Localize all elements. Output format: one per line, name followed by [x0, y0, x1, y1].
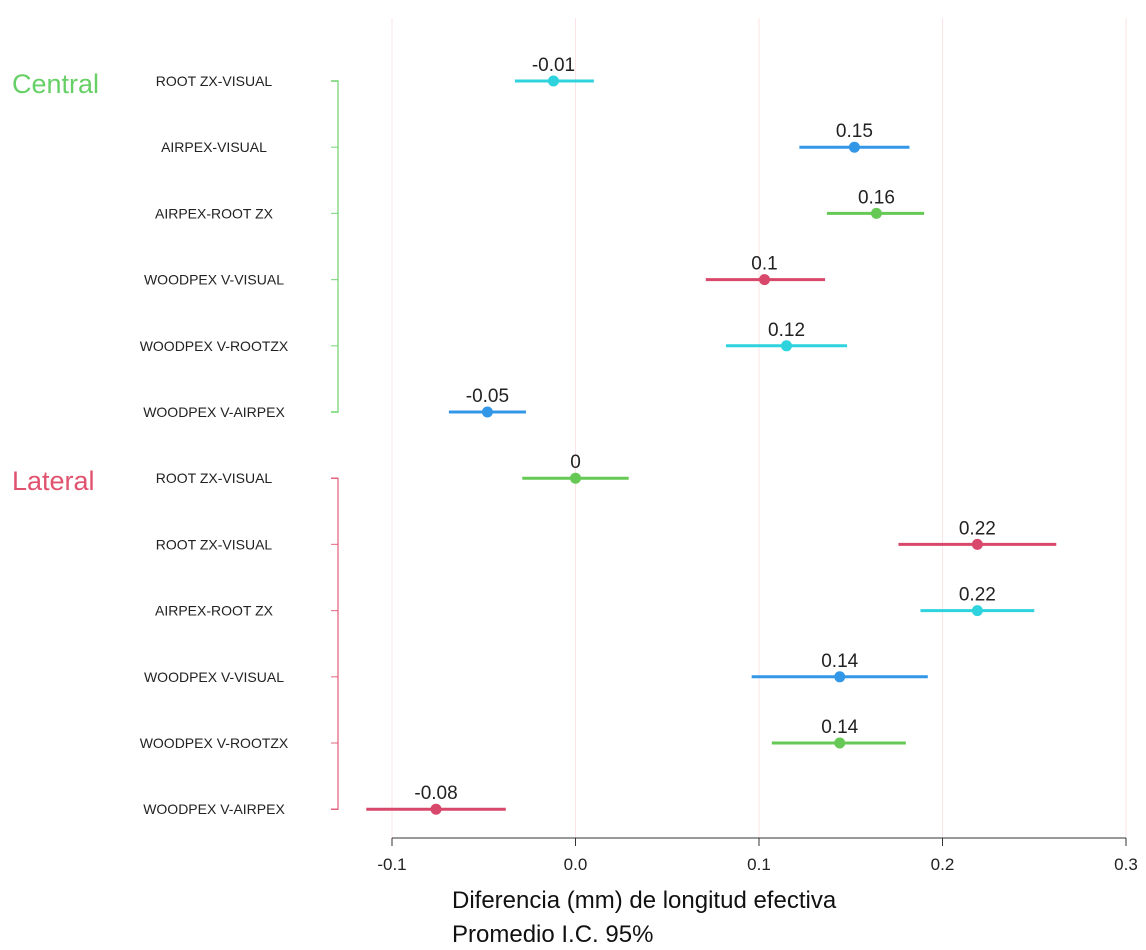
value-label: 0.1	[751, 254, 777, 275]
group-bracket	[331, 477, 339, 810]
estimate-point	[834, 737, 846, 749]
row-label: WOODPEX V-ROOTZX	[140, 338, 289, 354]
value-label: 0.15	[836, 121, 873, 142]
group-label: Central	[12, 69, 99, 99]
value-label: 0	[570, 452, 581, 473]
estimate-point	[570, 472, 581, 484]
x-tick-label: -0.1	[377, 855, 406, 874]
x-tick-label: 0.1	[747, 855, 771, 874]
x-tick-label: 0.2	[931, 855, 955, 874]
value-label: 0.12	[768, 320, 805, 341]
value-label: 0.22	[959, 585, 996, 606]
estimate-point	[834, 671, 846, 683]
estimate-point	[547, 75, 559, 87]
value-label: 0.22	[959, 518, 996, 539]
estimate-point	[430, 803, 442, 815]
value-label: 0.14	[821, 651, 858, 672]
row-label: WOODPEX V-VISUAL	[144, 669, 284, 685]
row-label: WOODPEX V-VISUAL	[144, 272, 284, 288]
row-label: WOODPEX V-AIRPEX	[143, 801, 285, 817]
row-label: WOODPEX V-ROOTZX	[140, 735, 289, 751]
estimate-point	[971, 605, 983, 617]
value-label: 0.16	[858, 187, 895, 208]
group-brackets	[331, 80, 339, 810]
value-label: 0.14	[821, 717, 858, 738]
row-label: AIRPEX-ROOT ZX	[155, 205, 274, 221]
estimate-point	[870, 207, 882, 219]
value-label: -0.01	[532, 55, 575, 76]
x-axis: -0.1 0.0 0.1 0.2 0.3	[377, 837, 1138, 874]
grid-lines	[391, 18, 1127, 838]
estimate-point	[971, 538, 983, 550]
x-axis-subtitle: Promedio I.C. 95%	[452, 921, 653, 948]
x-axis-title: Diferencia (mm) de longitud efectiva	[452, 887, 837, 914]
estimate-point	[759, 274, 771, 286]
value-label: -0.05	[466, 386, 509, 407]
x-tick-label: 0.3	[1114, 855, 1138, 874]
group-label: Lateral	[12, 466, 95, 496]
row-label: WOODPEX V-AIRPEX	[143, 404, 285, 420]
estimate-point	[781, 340, 793, 352]
row-label: ROOT ZX-VISUAL	[156, 536, 273, 552]
estimate-point	[848, 141, 860, 153]
estimate-point	[481, 406, 493, 418]
row-labels: ROOT ZX-VISUAL AIRPEX-VISUAL AIRPEX-ROOT Z…	[140, 73, 289, 817]
estimates: -0.01 0.15 0.16 0.1 0.12 -0.05 0 0.22 0.22 0.14 0.…	[366, 55, 1057, 815]
row-label: AIRPEX-ROOT ZX	[155, 603, 274, 619]
row-label: ROOT ZX-VISUAL	[156, 470, 273, 486]
value-label: -0.08	[414, 783, 457, 804]
group-labels: Central Lateral	[12, 69, 99, 496]
group-bracket	[331, 80, 339, 413]
row-label: AIRPEX-VISUAL	[161, 139, 267, 155]
x-tick-label: 0.0	[564, 855, 588, 874]
row-label: ROOT ZX-VISUAL	[156, 73, 273, 89]
